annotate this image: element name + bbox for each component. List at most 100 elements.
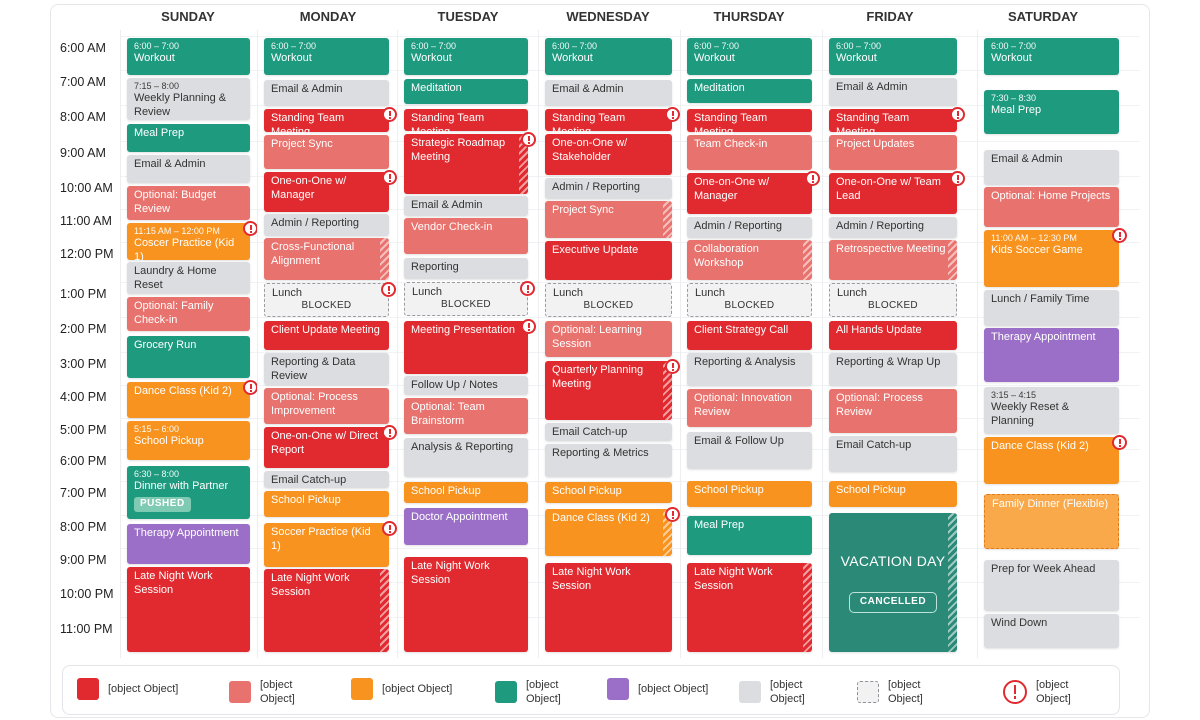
event[interactable]: Admin / Reporting bbox=[829, 217, 957, 238]
event[interactable]: 7:30 – 8:30 Meal Prep bbox=[984, 90, 1119, 134]
event[interactable]: All Hands Update bbox=[829, 321, 957, 350]
event[interactable]: Late Night Work Session bbox=[404, 557, 528, 652]
event[interactable]: Email & Follow Up bbox=[687, 432, 812, 469]
event[interactable]: School Pickup bbox=[829, 481, 957, 507]
event[interactable]: Email & Admin bbox=[829, 78, 957, 106]
event[interactable]: 11:00 AM – 12:30 PM Kids Soccer Game bbox=[984, 228, 1127, 287]
event[interactable]: Standing Team Meeting bbox=[545, 107, 680, 138]
event[interactable]: 11:15 AM – 12:00 PM Coscer Practice (Kid … bbox=[127, 221, 258, 263]
event[interactable]: 6:30 – 8:00 Dinner with Partner PUSHED bbox=[127, 466, 250, 519]
event[interactable]: Email Catch-up bbox=[545, 423, 672, 441]
event[interactable]: Family Dinner (Flexible) bbox=[984, 494, 1119, 549]
event[interactable]: Client Update Meeting bbox=[264, 321, 389, 350]
event[interactable]: Project Sync bbox=[264, 135, 389, 169]
event[interactable]: Email & Admin bbox=[545, 80, 672, 106]
event[interactable]: Late Night Work Session bbox=[545, 563, 672, 652]
event[interactable]: Retrospective Meeting bbox=[829, 240, 957, 280]
event[interactable]: School Pickup bbox=[687, 481, 812, 507]
event[interactable]: Admin / Reporting bbox=[264, 214, 389, 236]
event[interactable]: VACATION DAY CANCELLED bbox=[829, 513, 957, 652]
event[interactable]: Dance Class (Kid 2) bbox=[127, 380, 258, 418]
event[interactable]: Reporting & Analysis bbox=[687, 353, 812, 386]
event[interactable]: Therapy Appointment bbox=[984, 328, 1119, 382]
event[interactable]: Standing Team Meeting bbox=[264, 107, 397, 138]
event[interactable]: Laundry & Home Reset bbox=[127, 262, 250, 294]
event[interactable]: Email & Admin bbox=[264, 80, 389, 106]
event[interactable]: Lunch BLOCKED bbox=[687, 283, 812, 317]
event[interactable]: Lunch / Family Time bbox=[984, 290, 1119, 326]
event[interactable]: Optional: Process Improvement bbox=[264, 388, 389, 424]
event[interactable]: Follow Up / Notes bbox=[404, 376, 528, 395]
event[interactable]: Standing Team Meeting bbox=[404, 109, 528, 138]
event[interactable]: Standing Team Meeting bbox=[687, 109, 812, 138]
event[interactable]: Executive Update bbox=[545, 241, 672, 280]
event[interactable]: 6:00 – 7:00 Workout bbox=[545, 38, 672, 75]
event[interactable]: Email & Admin bbox=[404, 196, 528, 216]
event[interactable]: Admin / Reporting bbox=[687, 217, 812, 238]
event[interactable]: Optional: Team Brainstorm bbox=[404, 398, 528, 434]
event[interactable]: One-on-One w/ Manager bbox=[264, 170, 397, 212]
event[interactable]: Team Check-in bbox=[687, 135, 812, 170]
event[interactable]: 6:00 – 7:00 Workout bbox=[829, 38, 957, 75]
event[interactable]: Reporting & Data Review bbox=[264, 353, 389, 385]
event[interactable]: Lunch BLOCKED bbox=[829, 283, 957, 317]
event[interactable]: Optional: Budget Review bbox=[127, 186, 250, 220]
event[interactable]: Soccer Practice (Kid 1) bbox=[264, 521, 397, 567]
event[interactable]: One-on-One w/ Team Lead bbox=[829, 171, 965, 214]
event[interactable]: 5:15 – 6:00 School Pickup bbox=[127, 421, 250, 460]
event[interactable]: Meditation bbox=[404, 79, 528, 104]
event[interactable]: Quarterly Planning Meeting bbox=[545, 359, 680, 420]
event[interactable]: Standing Team Meeting bbox=[829, 107, 965, 138]
event[interactable]: Admin / Reporting bbox=[545, 178, 672, 199]
event[interactable]: Meal Prep bbox=[127, 124, 250, 152]
event[interactable]: One-on-One w/ Manager bbox=[687, 171, 820, 214]
event[interactable]: Late Night Work Session bbox=[127, 567, 250, 652]
event[interactable]: Late Night Work Session bbox=[264, 569, 389, 652]
event[interactable]: Lunch BLOCKED bbox=[404, 281, 535, 316]
event[interactable]: Project Sync bbox=[545, 201, 672, 238]
event[interactable]: Vendor Check-in bbox=[404, 218, 528, 254]
event[interactable]: Reporting bbox=[404, 258, 528, 279]
event[interactable]: One-on-One w/ Direct Report bbox=[264, 425, 397, 468]
event[interactable]: Project Updates bbox=[829, 135, 957, 170]
event[interactable]: Email & Admin bbox=[984, 150, 1119, 185]
event[interactable]: Late Night Work Session bbox=[687, 563, 812, 652]
event[interactable]: School Pickup bbox=[264, 491, 389, 517]
event[interactable]: Lunch BLOCKED bbox=[545, 283, 672, 317]
event[interactable]: Lunch BLOCKED bbox=[264, 282, 396, 317]
event[interactable]: Client Strategy Call bbox=[687, 321, 812, 350]
event[interactable]: Reporting & Wrap Up bbox=[829, 353, 957, 386]
event[interactable]: Email & Admin bbox=[127, 155, 250, 183]
event[interactable]: Strategic Roadmap Meeting bbox=[404, 132, 536, 194]
event[interactable]: Dance Class (Kid 2) bbox=[545, 507, 680, 556]
event[interactable]: Grocery Run bbox=[127, 336, 250, 378]
event[interactable]: Meeting Presentation bbox=[404, 319, 536, 374]
event[interactable]: 3:15 – 4:15 Weekly Reset & Planning bbox=[984, 387, 1119, 434]
event[interactable]: 6:00 – 7:00 Workout bbox=[127, 38, 250, 75]
event[interactable]: Analysis & Reporting bbox=[404, 438, 528, 477]
event[interactable]: Meal Prep bbox=[687, 516, 812, 555]
event[interactable]: Prep for Week Ahead bbox=[984, 560, 1119, 611]
event[interactable]: 6:00 – 7:00 Workout bbox=[264, 38, 389, 75]
event[interactable]: 7:15 – 8:00 Weekly Planning & Review bbox=[127, 78, 250, 120]
event[interactable]: Doctor Appointment bbox=[404, 508, 528, 545]
event[interactable]: Optional: Learning Session bbox=[545, 321, 672, 357]
event[interactable]: Meditation bbox=[687, 79, 812, 103]
event[interactable]: Dance Class (Kid 2) bbox=[984, 435, 1127, 484]
event[interactable]: Email Catch-up bbox=[829, 436, 957, 472]
event[interactable]: 6:00 – 7:00 Workout bbox=[984, 38, 1119, 75]
event[interactable]: Cross-Functional Alignment bbox=[264, 238, 389, 280]
event[interactable]: Optional: Process Review bbox=[829, 389, 957, 433]
event[interactable]: 6:00 – 7:00 Workout bbox=[404, 38, 528, 75]
event[interactable]: Wind Down bbox=[984, 614, 1119, 648]
event[interactable]: Optional: Innovation Review bbox=[687, 389, 812, 427]
event[interactable]: Collaboration Workshop bbox=[687, 240, 812, 280]
event[interactable]: One-on-One w/ Stakeholder bbox=[545, 134, 672, 175]
event[interactable]: Reporting & Metrics bbox=[545, 444, 672, 477]
event[interactable]: Email Catch-up bbox=[264, 471, 389, 488]
event[interactable]: Optional: Home Projects bbox=[984, 187, 1119, 227]
event[interactable]: Optional: Family Check-in bbox=[127, 297, 250, 331]
event[interactable]: Therapy Appointment bbox=[127, 524, 250, 564]
event[interactable]: School Pickup bbox=[545, 482, 672, 503]
event[interactable]: School Pickup bbox=[404, 482, 528, 503]
